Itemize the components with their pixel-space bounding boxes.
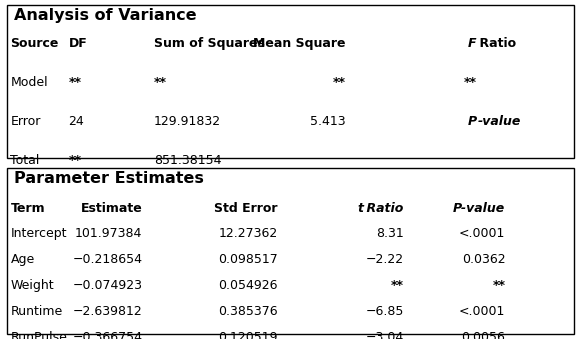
Text: **: ** [493, 279, 505, 292]
Text: Source: Source [10, 37, 59, 50]
Text: Weight: Weight [10, 279, 54, 292]
Text: Parameter Estimates: Parameter Estimates [14, 171, 204, 186]
Text: DF: DF [69, 37, 87, 50]
Text: −0.074923: −0.074923 [73, 279, 142, 292]
Text: t Ratio: t Ratio [358, 202, 404, 215]
Text: **: ** [69, 154, 81, 167]
Text: <.0001: <.0001 [459, 227, 505, 240]
Text: Term: Term [10, 202, 45, 215]
Text: Runtime: Runtime [10, 305, 63, 318]
Text: 8.31: 8.31 [376, 227, 404, 240]
Text: **: ** [333, 76, 346, 89]
Text: 0.0362: 0.0362 [462, 253, 505, 266]
Text: F: F [467, 37, 476, 50]
Text: −0.218654: −0.218654 [73, 253, 142, 266]
Text: 0.0056: 0.0056 [461, 331, 505, 339]
Text: 0.385376: 0.385376 [218, 305, 278, 318]
Text: Model: Model [10, 76, 48, 89]
Text: 12.27362: 12.27362 [218, 227, 278, 240]
Text: **: ** [69, 76, 81, 89]
Text: −0.366754: −0.366754 [73, 331, 142, 339]
Text: Analysis of Variance: Analysis of Variance [14, 8, 196, 23]
Text: Std Error: Std Error [214, 202, 278, 215]
Text: <.0001: <.0001 [459, 305, 505, 318]
Text: −6.85: −6.85 [365, 305, 404, 318]
Text: **: ** [154, 76, 167, 89]
Text: **: ** [464, 76, 476, 89]
Text: Error: Error [10, 115, 41, 128]
Text: −3.04: −3.04 [365, 331, 404, 339]
Text: Age: Age [10, 253, 35, 266]
Text: Sum of Squares: Sum of Squares [154, 37, 265, 50]
Text: Ratio: Ratio [477, 37, 516, 50]
Text: -value: -value [478, 115, 521, 128]
Text: P: P [467, 115, 476, 128]
Text: 24: 24 [69, 115, 84, 128]
Text: 0.098517: 0.098517 [218, 253, 278, 266]
Text: P-value: P-value [453, 202, 505, 215]
Text: 5.413: 5.413 [310, 115, 346, 128]
Text: Total: Total [10, 154, 40, 167]
Text: 101.97384: 101.97384 [75, 227, 142, 240]
Text: 0.054926: 0.054926 [218, 279, 278, 292]
Text: RunPulse: RunPulse [10, 331, 67, 339]
Text: **: ** [391, 279, 404, 292]
Text: Intercept: Intercept [10, 227, 67, 240]
FancyBboxPatch shape [7, 168, 574, 334]
FancyBboxPatch shape [7, 5, 574, 158]
Text: 0.120519: 0.120519 [218, 331, 278, 339]
Text: Mean Square: Mean Square [253, 37, 346, 50]
Text: Estimate: Estimate [81, 202, 142, 215]
Text: −2.22: −2.22 [365, 253, 404, 266]
Text: 851.38154: 851.38154 [154, 154, 221, 167]
Text: −2.639812: −2.639812 [73, 305, 142, 318]
Text: 129.91832: 129.91832 [154, 115, 221, 128]
